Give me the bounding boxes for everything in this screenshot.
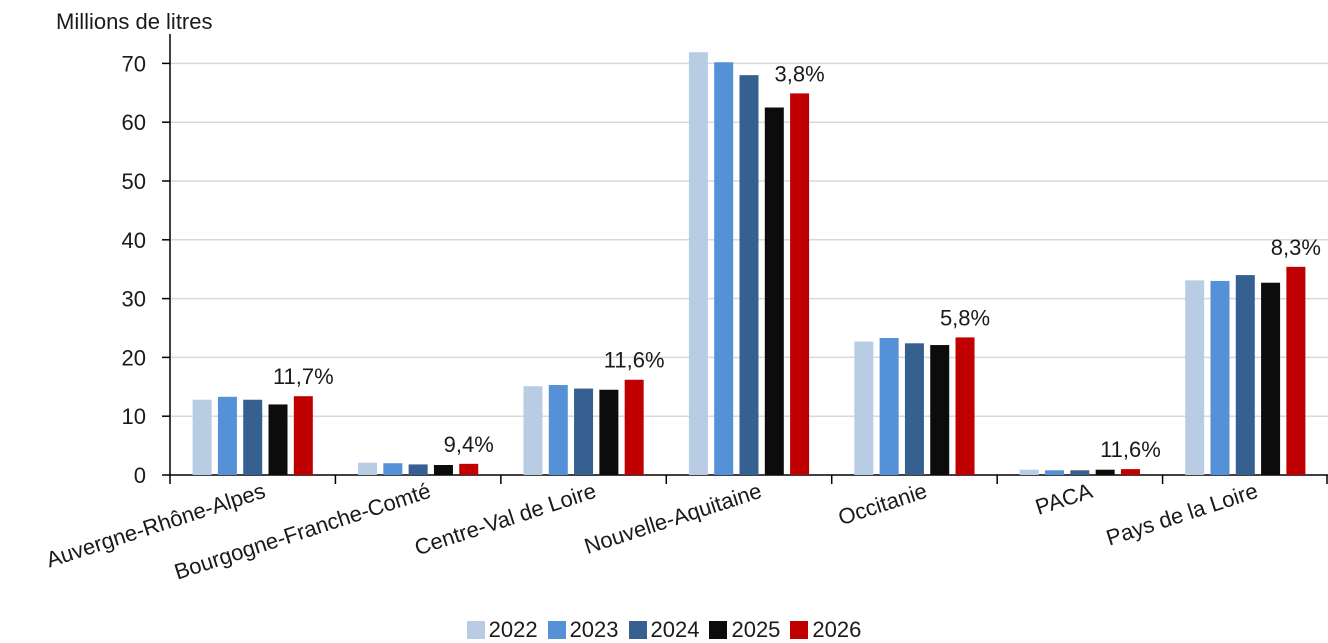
legend: 2022 2023 2024 2025 2026 xyxy=(0,617,1328,643)
legend-swatch xyxy=(628,621,647,639)
x-category-label: Centre-Val de Loire xyxy=(412,478,600,560)
bar-2023-0 xyxy=(217,396,237,475)
growth-annotation: 8,3% xyxy=(1271,235,1321,260)
y-tick-label: 40 xyxy=(122,228,146,253)
legend-swatch xyxy=(466,621,485,639)
bar-2022-0 xyxy=(192,399,212,475)
bar-2026-2 xyxy=(624,379,644,475)
bar-2023-2 xyxy=(548,385,568,475)
bar-2026-3 xyxy=(790,93,810,475)
bar-2025-3 xyxy=(764,107,784,475)
bar-2026-5 xyxy=(1120,469,1140,475)
bar-2026-1 xyxy=(459,463,479,475)
bar-2023-3 xyxy=(714,62,734,475)
growth-annotation: 11,6% xyxy=(1100,437,1161,462)
bar-2026-6 xyxy=(1286,266,1306,475)
x-category-label: Pays de la Loire xyxy=(1103,478,1261,551)
bar-2022-1 xyxy=(358,462,378,475)
bar-2022-4 xyxy=(854,341,874,475)
growth-annotation: 9,4% xyxy=(444,432,494,457)
legend-item-2023: 2023 xyxy=(547,617,619,643)
bar-2022-5 xyxy=(1019,469,1039,475)
growth-annotation: 11,7% xyxy=(273,364,334,389)
bar-2022-6 xyxy=(1185,280,1205,475)
bar-2023-5 xyxy=(1045,470,1065,475)
bar-2026-0 xyxy=(293,396,313,475)
bar-2024-0 xyxy=(243,399,263,475)
legend-label: 2023 xyxy=(569,617,619,642)
x-category-label: PACA xyxy=(1032,478,1095,520)
y-tick-label: 0 xyxy=(134,463,146,488)
bar-2024-3 xyxy=(739,75,759,475)
legend-item-2022: 2022 xyxy=(466,617,538,643)
legend-swatch xyxy=(790,621,809,639)
legend-item-2026: 2026 xyxy=(790,617,861,643)
legend-swatch xyxy=(709,621,728,639)
legend-label: 2024 xyxy=(650,617,700,642)
y-tick-label: 10 xyxy=(122,404,146,429)
y-axis-label: Millions de litres xyxy=(56,9,213,34)
bars xyxy=(192,52,1306,476)
bar-2024-5 xyxy=(1070,470,1090,475)
bar-2023-6 xyxy=(1210,280,1230,475)
x-category-label: Nouvelle-Aquitaine xyxy=(581,478,764,559)
bar-2025-4 xyxy=(930,345,950,475)
bar-2025-0 xyxy=(268,404,288,475)
bar-2026-4 xyxy=(955,337,975,475)
legend-label: 2025 xyxy=(731,617,781,642)
y-tick-label: 50 xyxy=(122,169,146,194)
bar-2025-2 xyxy=(599,389,619,475)
legend-label: 2026 xyxy=(812,617,862,642)
bar-2025-6 xyxy=(1261,282,1281,475)
legend-item-2025: 2025 xyxy=(709,617,780,643)
bar-2025-1 xyxy=(433,465,453,475)
growth-annotation: 5,8% xyxy=(940,305,990,330)
bar-2024-4 xyxy=(904,343,924,475)
growth-annotation: 11,6% xyxy=(604,348,665,373)
growth-annotation: 3,8% xyxy=(775,61,825,86)
bar-2025-5 xyxy=(1095,469,1115,475)
legend-label: 2022 xyxy=(488,617,538,642)
bar-2024-6 xyxy=(1235,275,1255,475)
legend-item-2024: 2024 xyxy=(628,617,700,643)
y-tick-label: 30 xyxy=(122,287,146,312)
bar-2023-4 xyxy=(879,337,899,475)
bar-2022-2 xyxy=(523,386,543,475)
bar-2022-3 xyxy=(688,52,708,476)
bar-2023-1 xyxy=(383,463,403,475)
y-tick-label: 20 xyxy=(122,345,146,370)
y-tick-label: 70 xyxy=(122,51,146,76)
labels: 01020304050607011,7%Auvergne-Rhône-Alpes… xyxy=(43,51,1321,584)
x-category-label: Occitanie xyxy=(835,478,930,530)
legend-swatch xyxy=(547,621,566,639)
bar-2024-2 xyxy=(574,388,594,475)
y-tick-label: 60 xyxy=(122,110,146,135)
bar-2024-1 xyxy=(408,464,428,475)
